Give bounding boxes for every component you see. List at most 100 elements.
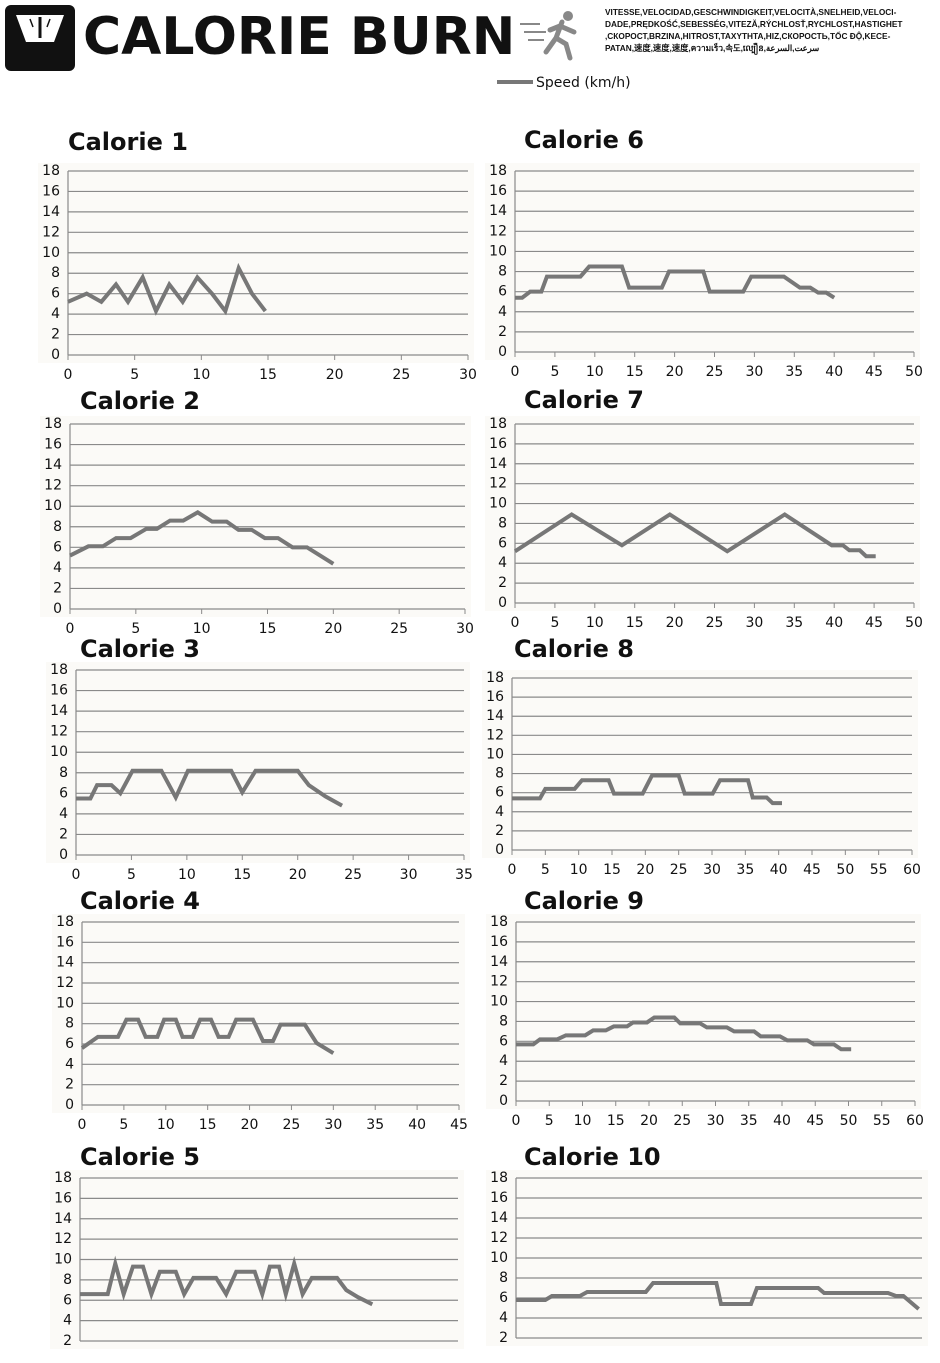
data-line xyxy=(80,1255,374,1307)
x-tick-label: 30 xyxy=(703,862,721,878)
y-tick-label: 2 xyxy=(53,580,62,596)
y-tick-label: 6 xyxy=(498,535,507,551)
x-tick-label: 15 xyxy=(626,615,644,631)
plot-background xyxy=(40,416,471,617)
x-tick-label: 45 xyxy=(865,364,883,380)
y-tick-label: 10 xyxy=(44,498,62,514)
x-tick-label: 30 xyxy=(707,1113,725,1129)
x-tick-label: 5 xyxy=(550,615,559,631)
x-tick-label: 40 xyxy=(825,364,843,380)
y-tick-label: 8 xyxy=(51,265,60,281)
x-tick-label: 0 xyxy=(64,367,73,383)
y-tick-label: 8 xyxy=(63,1272,72,1288)
y-tick-label: 10 xyxy=(50,744,68,760)
x-tick-label: 20 xyxy=(324,621,342,637)
x-tick-label: 0 xyxy=(72,867,81,883)
x-tick-label: 0 xyxy=(508,862,517,878)
y-tick-label: 8 xyxy=(498,264,507,280)
x-tick-label: 20 xyxy=(666,364,684,380)
y-tick-label: 0 xyxy=(53,601,62,617)
x-tick-label: 0 xyxy=(78,1117,87,1133)
plot-background xyxy=(38,163,474,363)
speed-words: VITESSE,VELOCIDAD,GESCHWINDIGKEIT,VELOCI… xyxy=(605,7,903,55)
y-tick-label: 12 xyxy=(42,224,60,240)
x-tick-label: 20 xyxy=(636,862,654,878)
y-tick-label: 18 xyxy=(42,163,60,179)
x-tick-label: 25 xyxy=(392,367,410,383)
y-tick-label: 0 xyxy=(495,842,504,858)
y-tick-label: 10 xyxy=(486,746,504,762)
x-tick-label: 25 xyxy=(344,867,362,883)
y-tick-label: 8 xyxy=(495,766,504,782)
chart-title: Calorie 4 xyxy=(80,887,200,915)
y-tick-label: 10 xyxy=(56,995,74,1011)
plot-background xyxy=(485,416,920,611)
x-tick-label: 30 xyxy=(324,1117,342,1133)
x-tick-label: 15 xyxy=(626,364,644,380)
y-tick-label: 16 xyxy=(489,436,507,452)
y-tick-label: 8 xyxy=(498,515,507,531)
x-tick-label: 35 xyxy=(736,862,754,878)
speed-words-line: ,СКОРОСТ,BRZINA,HITROST,ΤΑΧΥΤΗΤΑ,HIZ,СКО… xyxy=(605,30,891,41)
y-tick-label: 6 xyxy=(51,286,60,302)
x-tick-label: 10 xyxy=(157,1117,175,1133)
y-tick-label: 2 xyxy=(51,327,60,343)
y-tick-label: 2 xyxy=(63,1333,72,1349)
chart-title: Calorie 1 xyxy=(68,128,188,156)
x-tick-label: 50 xyxy=(836,862,854,878)
chart-title: Calorie 3 xyxy=(80,635,200,663)
x-tick-label: 35 xyxy=(455,867,473,883)
x-tick-label: 15 xyxy=(607,1113,625,1129)
x-tick-label: 55 xyxy=(873,1113,891,1129)
y-tick-label: 6 xyxy=(63,1292,72,1308)
chart: Calorie 6 0 2 4 6 8 10 12 14 16 18 0 5 10 15 20 25 30 35 40… xyxy=(485,126,923,380)
chart-title: Calorie 8 xyxy=(514,635,634,663)
x-tick-label: 45 xyxy=(450,1117,468,1133)
y-tick-label: 4 xyxy=(498,304,507,320)
page-title: CALORIE BURN xyxy=(83,7,515,67)
x-tick-label: 5 xyxy=(130,367,139,383)
y-tick-label: 10 xyxy=(489,496,507,512)
chart-title: Calorie 9 xyxy=(524,887,644,915)
x-tick-label: 5 xyxy=(131,621,140,637)
y-tick-label: 10 xyxy=(42,245,60,261)
y-tick-label: 14 xyxy=(44,457,62,473)
x-tick-label: 20 xyxy=(666,615,684,631)
x-tick-label: 40 xyxy=(825,615,843,631)
x-tick-label: 10 xyxy=(586,615,604,631)
chart: Calorie 9 0 2 4 6 8 10 12 14 16 18 0 5 10 15 20 25 30 35 40… xyxy=(486,887,924,1129)
y-tick-label: 16 xyxy=(50,683,68,699)
x-tick-label: 15 xyxy=(259,367,277,383)
y-tick-label: 0 xyxy=(59,847,68,863)
x-tick-label: 5 xyxy=(127,867,136,883)
x-tick-label: 30 xyxy=(745,615,763,631)
chart-title: Calorie 10 xyxy=(524,1143,661,1171)
y-tick-label: 6 xyxy=(499,1290,508,1306)
y-tick-label: 0 xyxy=(499,1093,508,1109)
data-line xyxy=(516,1281,920,1311)
x-tick-label: 0 xyxy=(512,1113,521,1129)
y-tick-label: 14 xyxy=(490,954,508,970)
y-tick-label: 12 xyxy=(489,223,507,239)
x-tick-label: 15 xyxy=(259,621,277,637)
plot-background xyxy=(52,914,465,1113)
y-tick-label: 14 xyxy=(42,204,60,220)
y-tick-label: 6 xyxy=(495,785,504,801)
chart: Calorie 10 2 4 6 8 10 12 14 16 18 xyxy=(486,1143,928,1346)
y-tick-label: 18 xyxy=(50,662,68,678)
chart: Calorie 8 0 2 4 6 8 10 12 14 16 18 0 5 10 15 20 25 30 35 40… xyxy=(482,635,921,878)
x-tick-label: 10 xyxy=(192,367,210,383)
x-tick-label: 0 xyxy=(66,621,75,637)
y-tick-label: 12 xyxy=(490,974,508,990)
x-tick-label: 25 xyxy=(706,615,724,631)
y-tick-label: 10 xyxy=(54,1252,72,1268)
y-tick-label: 4 xyxy=(65,1056,74,1072)
chart: Calorie 3 0 2 4 6 8 10 12 14 16 18 0 5 10 15 20 25 30 35 xyxy=(46,635,473,883)
x-tick-label: 40 xyxy=(770,862,788,878)
y-tick-label: 12 xyxy=(489,476,507,492)
y-tick-label: 18 xyxy=(490,1170,508,1186)
y-tick-label: 18 xyxy=(486,670,504,686)
plot-background xyxy=(486,914,921,1109)
chart-title: Calorie 7 xyxy=(524,386,644,414)
y-tick-label: 2 xyxy=(498,324,507,340)
